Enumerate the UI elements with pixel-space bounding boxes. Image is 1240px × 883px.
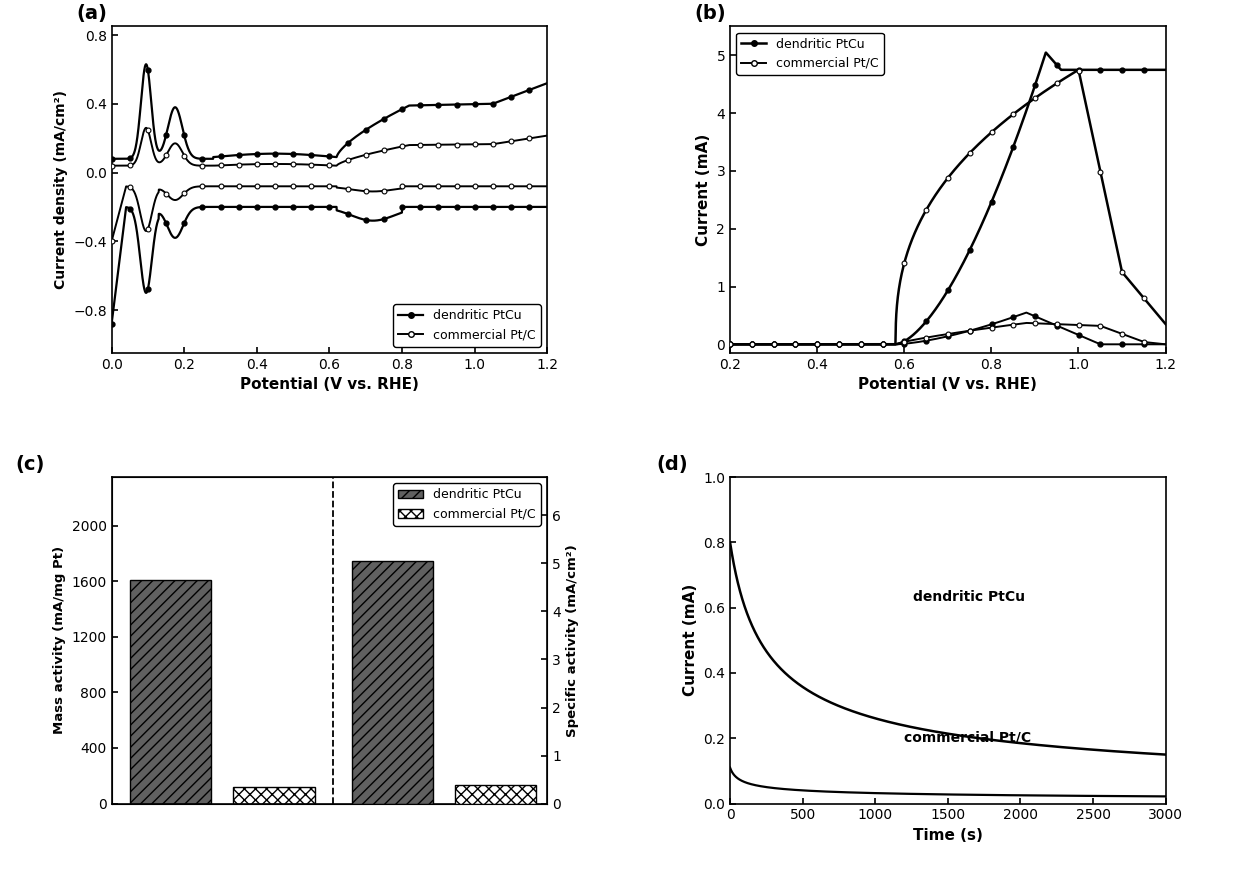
Text: (b): (b) <box>694 4 725 23</box>
Text: (a): (a) <box>77 4 107 23</box>
Legend: dendritic PtCu, commercial Pt/C: dendritic PtCu, commercial Pt/C <box>393 483 541 525</box>
Text: (d): (d) <box>656 455 688 474</box>
Y-axis label: Current density (mA/cm²): Current density (mA/cm²) <box>53 90 67 290</box>
Legend: dendritic PtCu, commercial Pt/C: dendritic PtCu, commercial Pt/C <box>393 305 541 347</box>
Y-axis label: Current (mA): Current (mA) <box>683 585 698 697</box>
Text: dendritic PtCu: dendritic PtCu <box>913 590 1025 604</box>
Legend: dendritic PtCu, commercial Pt/C: dendritic PtCu, commercial Pt/C <box>737 33 884 75</box>
Bar <box>130 580 211 804</box>
X-axis label: Potential (V vs. RHE): Potential (V vs. RHE) <box>858 377 1038 392</box>
Bar <box>233 787 315 804</box>
Bar <box>455 785 536 804</box>
X-axis label: Potential (V vs. RHE): Potential (V vs. RHE) <box>239 377 419 392</box>
Y-axis label: Current (mA): Current (mA) <box>696 133 711 245</box>
Text: (c): (c) <box>16 455 45 474</box>
Bar <box>351 561 433 804</box>
Y-axis label: Specific activity (mA/cm²): Specific activity (mA/cm²) <box>567 544 579 736</box>
Text: commercial Pt/C: commercial Pt/C <box>904 730 1032 744</box>
X-axis label: Time (s): Time (s) <box>913 828 983 843</box>
Y-axis label: Mass activity (mA/mg Pt): Mass activity (mA/mg Pt) <box>53 547 66 735</box>
